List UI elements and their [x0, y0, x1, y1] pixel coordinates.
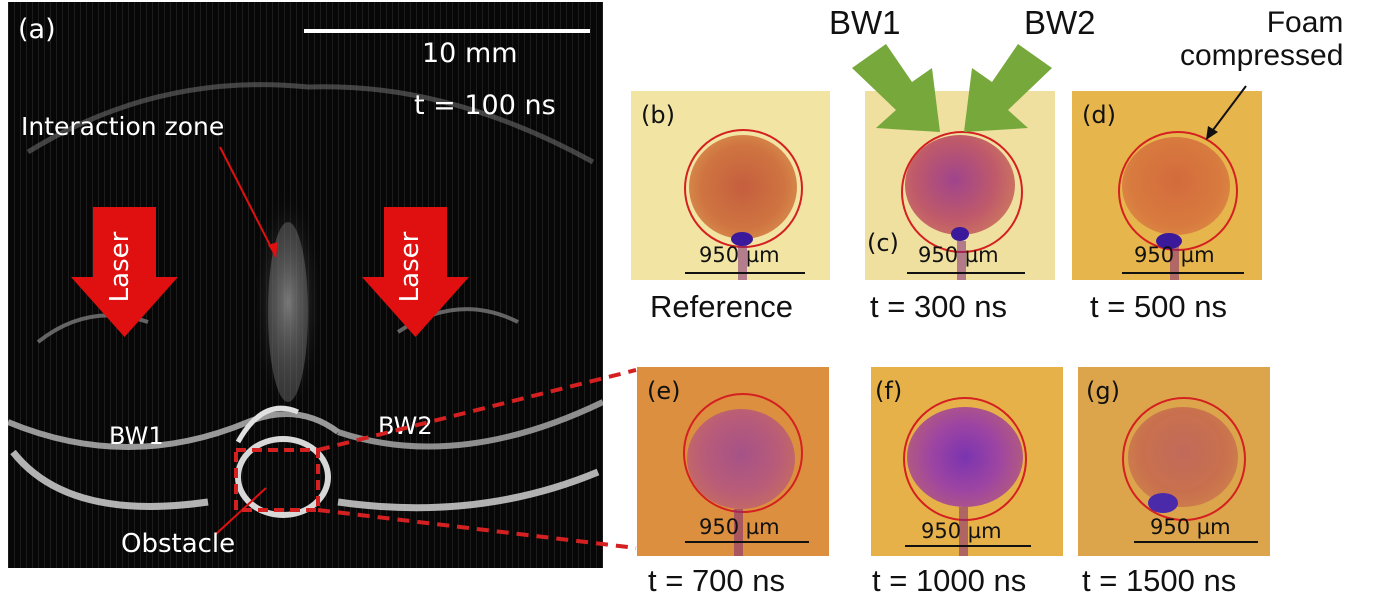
panel-f-caption: t = 1000 ns: [872, 563, 1027, 598]
shadowgraph-image: [8, 2, 603, 568]
panel-f-scale-text: 950 µm: [921, 519, 1002, 543]
bw1-top-label: BW1: [829, 4, 901, 41]
panel-g-caption: t = 1500 ns: [1082, 563, 1237, 598]
bw2-top-label: BW2: [1024, 4, 1096, 41]
panel-e-scale-bar: [685, 541, 809, 543]
foam-label-line2: compressed: [1180, 39, 1344, 72]
scale-bar-a: [304, 29, 590, 33]
panel-c-label: (c): [867, 229, 899, 257]
obstacle-pointer: [215, 487, 267, 535]
target-mount-d: [1156, 233, 1182, 249]
time-label-a: t = 100 ns: [414, 90, 556, 121]
panel-e-label: (e): [647, 377, 681, 405]
obstacle-dashed-box: [234, 448, 320, 512]
panel-b-caption: Reference: [650, 289, 794, 324]
panel-g-label: (g): [1086, 377, 1120, 405]
image-panel-d: (d) 950 µm: [1072, 91, 1262, 280]
target-mount-g: [1148, 493, 1178, 513]
panel-d-scale-bar: [1122, 272, 1244, 274]
laser-left-label: Laser: [105, 231, 135, 303]
scale-bar-a-text: 10 mm: [422, 38, 518, 69]
panel-b-label: (b): [641, 101, 675, 129]
panel-f-scale-bar: [905, 545, 1031, 547]
circle-outline-f: [903, 397, 1027, 521]
target-mount-b: [731, 232, 753, 246]
panel-g-scale-bar: [1134, 541, 1258, 543]
interaction-zone-label: Interaction zone: [21, 112, 225, 141]
circle-outline-e: [683, 393, 803, 513]
panel-g-scale-text: 950 µm: [1150, 515, 1231, 539]
foam-compressed-label: Foam compressed: [1180, 6, 1343, 72]
foam-label-line1: Foam: [1266, 6, 1344, 39]
bw2-label-a: BW2: [378, 412, 433, 440]
laser-arrow-left: [71, 207, 178, 337]
panel-d-scale-text: 950 µm: [1134, 243, 1215, 267]
panel-e-scale-text: 950 µm: [699, 515, 780, 539]
bw1-label-a: BW1: [109, 422, 164, 450]
panel-b-scale-text: 950 µm: [699, 243, 780, 267]
circle-outline-b: [684, 129, 803, 248]
panel-f-label: (f): [875, 377, 903, 405]
panel-b-scale-bar: [685, 272, 805, 274]
panel-d-caption: t = 500 ns: [1090, 289, 1228, 324]
image-panel-e: (e) 950 µm: [637, 367, 829, 556]
panel-e-caption: t = 700 ns: [648, 563, 786, 598]
circle-outline-d: [1118, 131, 1238, 251]
panel-c-scale-text: 950 µm: [918, 243, 999, 267]
interaction-zone-pointer: [219, 146, 277, 258]
panel-c-caption: t = 300 ns: [870, 289, 1008, 324]
image-panel-g: (g) 950 µm: [1078, 367, 1270, 556]
obstacle-label: Obstacle: [121, 529, 236, 559]
panel-d-label: (d): [1082, 101, 1116, 129]
laser-arrow-right: [362, 207, 469, 337]
target-mount-c: [951, 227, 969, 241]
laser-right-label: Laser: [395, 231, 425, 303]
image-panel-c: (c) 950 µm: [865, 91, 1055, 280]
circle-outline-g: [1122, 397, 1246, 521]
image-panel-f: (f) 950 µm: [871, 367, 1063, 556]
panel-a-label: (a): [18, 14, 56, 45]
image-panel-b: (b) 950 µm: [631, 91, 830, 280]
shadowgraph-panel-a: (a) 10 mm t = 100 ns Interaction zone La…: [8, 2, 603, 568]
panel-c-scale-bar: [907, 272, 1025, 274]
